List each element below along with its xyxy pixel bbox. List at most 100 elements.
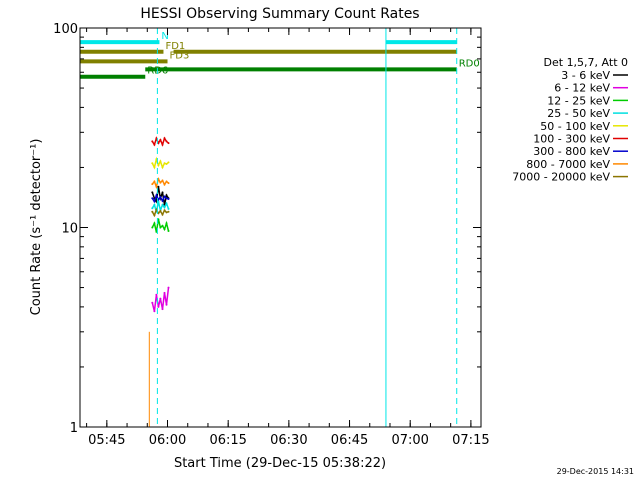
series-7-point [155,185,158,188]
series-4-point [159,160,162,163]
series-0-point [165,194,168,197]
series-8-point [161,213,164,216]
series-5-point [159,138,162,141]
series-1-point [161,308,164,311]
series-3-point [163,206,166,209]
series-5-point [153,143,156,146]
series-7-point [159,181,162,184]
legend-label-4: 50 - 100 keV [540,120,610,133]
series-3-point [157,200,160,203]
legend-label-5: 100 - 300 keV [533,133,610,146]
y-tick-label: 1 [70,421,78,436]
series-4-point [151,162,154,165]
legend-label-6: 300 - 800 keV [533,145,610,158]
series-3-point [161,203,164,206]
series-1-point [167,286,170,289]
x-tick-label: 06:15 [209,433,246,448]
series-5-point [161,143,164,146]
series-6-point [167,198,170,200]
series-5-point [157,142,160,145]
series-8-point [167,210,170,213]
state-bar-label-5: RD0 [459,58,480,69]
x-axis-label: Start Time (29-Dec-15 05:38:22) [174,456,386,471]
series-2-point [159,226,162,229]
legend-title: Det 1,5,7, Att 0 [544,56,628,69]
series-7-point [157,178,160,180]
series-4-point [157,164,160,167]
legend-label-1: 6 - 12 keV [554,82,610,95]
series-4-point [167,161,170,164]
state-bar-label-2: FD1 [165,41,185,52]
series-3-point [167,207,170,210]
series-6-point [155,194,158,197]
state-bar-label-4: FD3 [170,50,190,61]
series-1-point [159,297,162,300]
y-tick-label: 100 [53,22,78,37]
footer-timestamp: 29-Dec-2015 14:31 [557,467,634,476]
chart-title: HESSI Observing Summary Count Rates [140,6,419,22]
series-7-point [163,183,166,186]
series-4-point [161,166,164,169]
series-2-point [163,228,166,231]
series-layer [148,136,170,427]
series-8-point [159,210,162,212]
series-6-point [165,197,168,200]
series-2-point [167,230,170,232]
x-tick-label: 06:30 [270,433,307,448]
series-2-point [157,218,160,221]
series-1-point [157,305,160,308]
series-2-point [165,222,168,225]
series-7-point [167,182,170,185]
series-6-point [159,196,162,199]
series-0-point [157,185,160,188]
state-bar-label-0: N [161,31,168,42]
series-8-point [153,214,156,217]
legend-label-0: 3 - 6 keV [561,69,610,82]
series-1-point [151,301,154,304]
series-3-point [151,207,154,210]
series-0-point [151,191,154,194]
series-1-point [155,293,158,296]
legend-label-8: 7000 - 20000 keV [512,171,610,184]
x-tick-label: 05:45 [88,433,125,448]
series-6-point [163,195,166,198]
series-6-point [151,197,154,200]
series-8-point [165,211,168,214]
series-5-point [167,142,170,145]
series-7-point [151,183,154,186]
bars-layer: NFD1FD3RD0RD6 [80,31,480,79]
series-8-point [151,210,154,213]
series-3-point [153,203,156,206]
series-1-point [163,291,166,294]
series-7-point [153,180,156,183]
legend-label-3: 25 - 50 keV [547,107,610,120]
y-axis-label: Count Rate (s⁻¹ detector⁻¹) [29,139,44,316]
series-4-point [153,166,156,169]
series-5-point [151,140,154,143]
x-tick-label: 07:00 [391,433,428,448]
x-tick-label: 07:15 [452,433,489,448]
series-1-point [153,310,156,313]
y-tick-label: 10 [61,222,78,237]
series-2-point [151,226,154,229]
series-6-point [153,200,156,203]
series-5-point [163,137,166,140]
legend-label-2: 12 - 25 keV [547,94,610,107]
plot-frame [79,27,482,428]
vlines-layer [79,28,458,427]
series-4-point [163,162,166,165]
legend-label-7: 800 - 7000 keV [526,158,610,171]
series-0-point [161,191,164,194]
y-axis-ticks: 1 10 100 [53,22,481,436]
series-6-point [157,198,160,201]
series-8-point [157,212,160,215]
series-5-point [165,140,168,143]
series-3-point [165,202,168,205]
series-4-point [165,163,168,165]
series-1-point [165,303,168,306]
series-2-point [161,224,164,227]
series-6-point [161,199,164,202]
